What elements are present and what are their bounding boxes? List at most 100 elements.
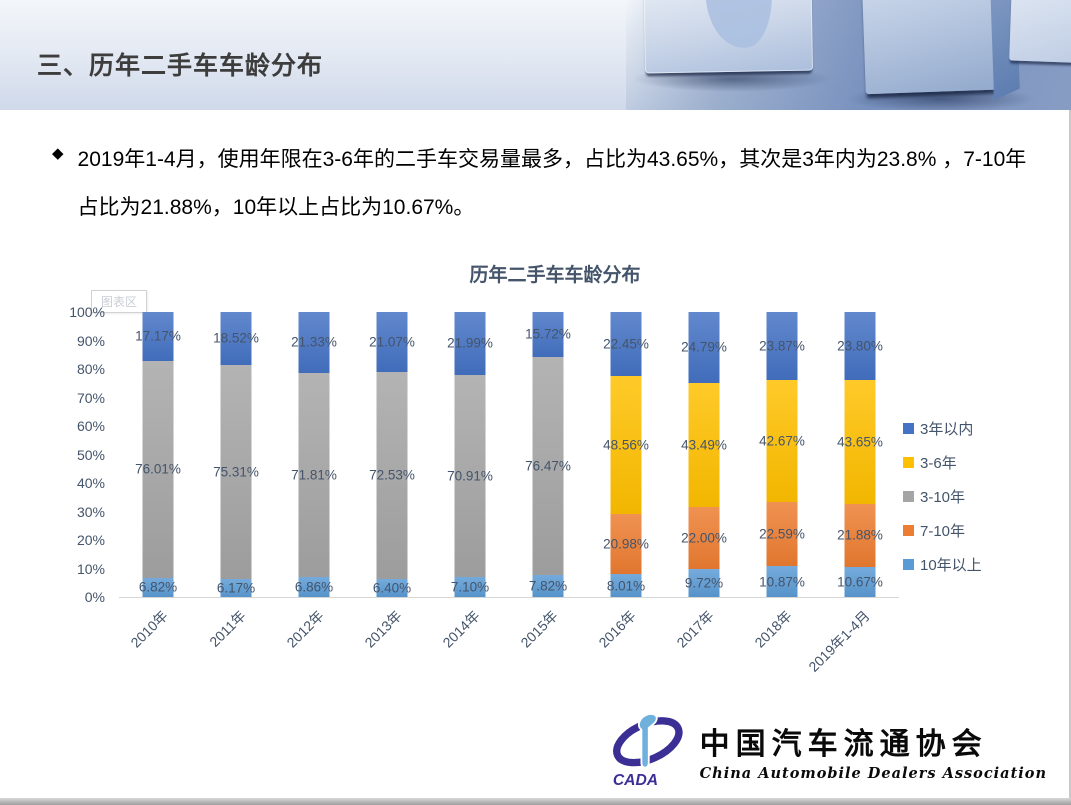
- bar-segment-3年以内: 17.17%: [135, 312, 181, 361]
- data-label: 6.17%: [216, 580, 256, 596]
- bar-segment-3年以内: 18.52%: [213, 312, 259, 365]
- svg-text:CADA: CADA: [613, 772, 658, 789]
- data-label: 72.53%: [369, 467, 415, 483]
- bar-stack: 7.82% 76.47% 15.72%: [525, 312, 571, 597]
- data-label: 24.79%: [681, 339, 727, 355]
- legend-swatch-icon: [903, 525, 914, 536]
- chart-legend: 3年以内 3-6年 3-10年 7-10年 10年以上: [903, 418, 982, 575]
- y-tick-label: 60%: [76, 418, 105, 434]
- y-axis: 100% 90% 80% 70% 60% 50% 40% 30% 20% 10% 0%: [61, 304, 105, 605]
- plot-area: 6.82% 76.01% 17.17% 6.17% 75.31% 18.52% 6.86% 7…: [119, 312, 899, 598]
- legend-item-3-10年: 3-10年: [903, 486, 982, 507]
- bar-segment-10年以上: 6.17%: [217, 579, 255, 597]
- age-distribution-chart[interactable]: 历年二手车车龄分布 图表区 100% 90% 80% 70% 60% 50% 40% 30% 2…: [69, 258, 1068, 718]
- bar-segment-3年以内: 23.80%: [837, 312, 883, 380]
- bar-column: 6.17% 75.31% 18.52%: [197, 312, 275, 597]
- slide-right-border: [1069, 110, 1071, 798]
- bar-stack: 8.01% 20.98% 48.56% 22.45%: [603, 312, 649, 597]
- legend-swatch-icon: [903, 491, 914, 502]
- summary-bullet: ◆ 2019年1-4月，使用年限在3-6年的二手车交易量最多，占比为43.65%…: [52, 136, 1042, 232]
- bar-segment-3-6年: 48.56%: [603, 376, 649, 515]
- y-tick-label: 10%: [76, 560, 105, 577]
- bar-column: 6.40% 72.53% 21.07%: [353, 312, 431, 597]
- data-label: 22.00%: [681, 530, 727, 546]
- data-label: 76.01%: [135, 461, 181, 477]
- x-tick-label: 2014年: [439, 607, 483, 651]
- globe-cube-icon: [860, 0, 996, 95]
- data-label: 21.99%: [447, 335, 493, 351]
- bar-segment-3-6年: 43.65%: [837, 379, 883, 505]
- chart-title: 历年二手车车龄分布: [469, 265, 641, 286]
- bar-segment-10年以上: 9.72%: [685, 569, 723, 597]
- y-tick-label: 20%: [76, 532, 105, 548]
- bar-segment-3-10年: 70.91%: [447, 374, 493, 577]
- bar-stack: 7.10% 70.91% 21.99%: [447, 312, 493, 597]
- data-label: 10.87%: [759, 574, 805, 590]
- bar-stack: 6.82% 76.01% 17.17%: [135, 312, 181, 597]
- legend-label: 3年以内: [920, 421, 974, 438]
- logo-chinese-name: 中国汽车流通协会: [699, 727, 988, 761]
- cada-logo: CADA 中国汽车流通协会 China Automobile Dealers A…: [600, 711, 1047, 789]
- x-tick-label: 2017年: [673, 607, 717, 651]
- data-label: 21.88%: [837, 527, 883, 543]
- data-label: 9.72%: [684, 575, 724, 591]
- y-tick-label: 100%: [69, 304, 105, 320]
- data-label: 6.82%: [138, 579, 178, 595]
- bar-segment-3年以内: 23.87%: [759, 312, 805, 381]
- bar-stack: 6.17% 75.31% 18.52%: [213, 312, 259, 597]
- legend-item-10年以上: 10年以上: [903, 554, 982, 575]
- data-label: 22.45%: [603, 336, 649, 352]
- data-label: 6.86%: [294, 579, 334, 595]
- data-label: 43.65%: [837, 434, 883, 450]
- bar-segment-3-10年: 75.31%: [213, 364, 259, 580]
- bar-column: 7.10% 70.91% 21.99%: [431, 312, 509, 597]
- bar-segment-3-10年: 71.81%: [291, 372, 337, 578]
- bar-segment-3年以内: 21.99%: [447, 312, 493, 375]
- y-tick-label: 30%: [76, 503, 105, 520]
- bar-segment-10年以上: 7.10%: [451, 576, 489, 597]
- data-label: 23.80%: [837, 338, 883, 354]
- legend-swatch-icon: [903, 457, 914, 468]
- slide-header: 三、历年二手车车龄分布: [0, 0, 1071, 110]
- data-label: 22.59%: [759, 526, 805, 542]
- bar-segment-3年以内: 24.79%: [681, 312, 727, 383]
- logo-text-block: 中国汽车流通协会 China Automobile Dealers Associ…: [700, 719, 1047, 782]
- legend-label: 10年以上: [920, 557, 982, 574]
- bar-segment-3-10年: 72.53%: [369, 372, 415, 579]
- bar-stack: 9.72% 22.00% 43.49% 24.79%: [681, 312, 727, 597]
- data-label: 75.31%: [213, 464, 259, 480]
- data-label: 43.49%: [681, 437, 727, 453]
- data-label: 17.17%: [135, 328, 181, 344]
- data-label: 70.91%: [447, 468, 493, 484]
- data-label: 15.72%: [525, 326, 571, 342]
- legend-swatch-icon: [903, 423, 914, 434]
- chart-area-tooltip: 图表区: [91, 290, 148, 313]
- data-label: 71.81%: [291, 467, 337, 483]
- bar-column: 6.86% 71.81% 21.33%: [275, 312, 353, 597]
- bar-segment-7-10年: 21.88%: [837, 504, 883, 567]
- data-label: 23.87%: [759, 338, 805, 354]
- summary-text: 2019年1-4月，使用年限在3-6年的二手车交易量最多，占比为43.65%，其…: [77, 148, 1027, 219]
- data-label: 76.47%: [525, 458, 571, 474]
- legend-swatch-icon: [903, 559, 914, 570]
- bar-segment-3年以内: 22.45%: [603, 312, 649, 376]
- logo-english-name: China Automobile Dealers Association: [699, 764, 1047, 782]
- decor-cubes-image: [626, 0, 1071, 110]
- x-axis: 2010年 2011年 2012年 2013年 2014年 2015年 2016年 2017年…: [119, 598, 899, 708]
- y-tick-label: 70%: [76, 389, 105, 406]
- data-label: 8.01%: [606, 578, 646, 594]
- x-tick-label: 2019年1-4月: [805, 607, 873, 675]
- x-tick-label: 2018年: [751, 607, 795, 651]
- bar-segment-3-10年: 76.01%: [135, 360, 181, 578]
- diamond-bullet-icon: ◆: [52, 145, 64, 162]
- bar-segment-7-10年: 22.00%: [681, 506, 727, 570]
- data-label: 48.56%: [603, 437, 649, 453]
- bar-segment-10年以上: 6.40%: [373, 578, 411, 597]
- slide-bottom-edge: [0, 798, 1071, 805]
- y-tick-label: 40%: [76, 475, 105, 491]
- bar-segment-10年以上: 6.82%: [139, 577, 177, 597]
- data-label: 7.10%: [450, 579, 490, 595]
- bar-stack: 6.86% 71.81% 21.33%: [291, 312, 337, 597]
- bar-segment-3年以内: 21.07%: [369, 312, 415, 373]
- bar-segment-3年以内: 21.33%: [291, 312, 337, 373]
